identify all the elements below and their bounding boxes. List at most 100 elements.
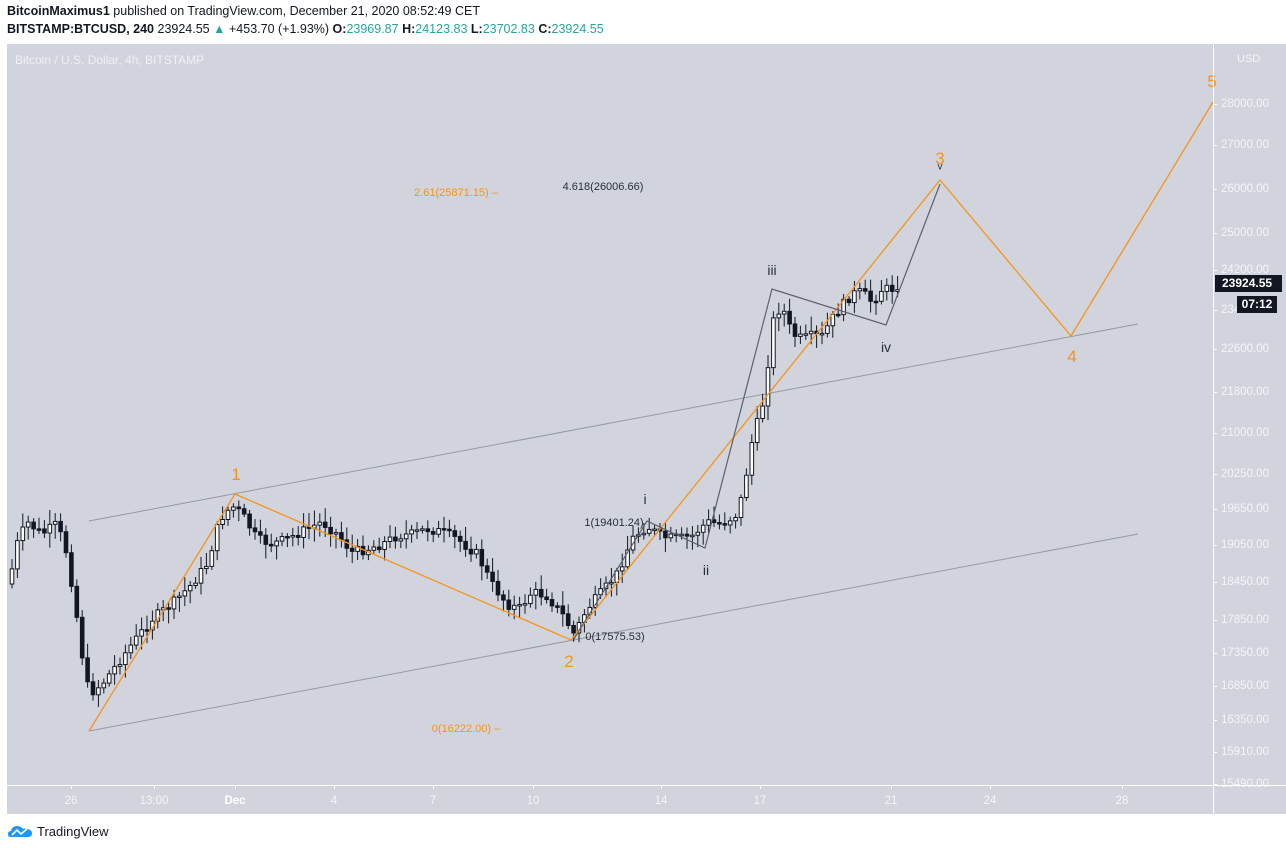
price-axis-label: 24200.00 bbox=[1221, 264, 1269, 276]
close-label: C: bbox=[538, 22, 552, 36]
subwave-iii-label[interactable]: iii bbox=[767, 262, 777, 278]
open-value: 23969.87 bbox=[346, 22, 399, 36]
wave-4-label[interactable]: 4 bbox=[1067, 347, 1077, 366]
time-axis-label: 13:00 bbox=[139, 795, 169, 807]
price-axis-label: 27000.00 bbox=[1221, 139, 1269, 151]
price-axis-tick bbox=[1213, 509, 1217, 510]
time-axis-tick bbox=[433, 785, 434, 789]
time-axis-tick bbox=[235, 785, 236, 789]
price-axis-tick bbox=[1213, 392, 1217, 393]
last-price-tag: 23924.55 bbox=[1215, 275, 1282, 292]
wave-5-label[interactable]: 5 bbox=[1207, 72, 1217, 91]
time-axis-label: 7 bbox=[429, 795, 437, 807]
price-axis-label: 17850.00 bbox=[1221, 614, 1269, 626]
price-axis-tick bbox=[1213, 233, 1217, 234]
price-axis-label: 16850.00 bbox=[1221, 680, 1269, 692]
time-axis-tick bbox=[533, 785, 534, 789]
price-axis-tick bbox=[1213, 145, 1217, 146]
symbol-name: BITSTAMP:BTCUSD, 240 bbox=[7, 22, 155, 36]
price-axis-tick bbox=[1213, 653, 1217, 654]
fib-level-4-618[interactable]: 4.618(26006.66) bbox=[562, 181, 644, 193]
open-label: O: bbox=[332, 22, 347, 36]
published-text: published on TradingView.com, December 2… bbox=[113, 4, 480, 18]
footer-brand[interactable]: TradingView bbox=[7, 823, 109, 839]
primary-wave-path bbox=[88, 101, 1213, 732]
subwave-iv-label[interactable]: iv bbox=[880, 339, 892, 355]
close-value: 23924.55 bbox=[551, 22, 604, 36]
price-axis-tick bbox=[1213, 349, 1217, 350]
low-label: L: bbox=[470, 22, 483, 36]
subwave-i-label[interactable]: i bbox=[643, 491, 647, 507]
currency-label[interactable]: USD bbox=[1235, 53, 1263, 65]
author-name[interactable]: BitcoinMaximus1 bbox=[7, 4, 110, 18]
price-axis-tick bbox=[1213, 620, 1217, 621]
wave-3-label[interactable]: 3 bbox=[935, 149, 945, 168]
candlesticks bbox=[9, 275, 900, 707]
chart-title: Bitcoin / U.S. Dollar, 4h, BITSTAMP bbox=[15, 53, 205, 67]
time-axis-tick bbox=[154, 785, 155, 789]
time-axis-label: 17 bbox=[753, 795, 767, 807]
symbol-info: BITSTAMP:BTCUSD, 240 23924.55 ▲ +453.70 … bbox=[7, 22, 604, 36]
high-label: H: bbox=[402, 22, 416, 36]
publish-info: BitcoinMaximus1 published on TradingView… bbox=[7, 4, 480, 18]
fib-level-0-low[interactable]: 0(16222.00) – bbox=[431, 723, 501, 735]
wave-2-label[interactable]: 2 bbox=[564, 652, 574, 671]
fib-level-1[interactable]: 1(19401.24) bbox=[584, 517, 644, 529]
tradingview-logo-icon bbox=[8, 826, 32, 837]
price-change: +453.70 (+1.93%) bbox=[228, 22, 330, 36]
price-axis-tick bbox=[1213, 582, 1217, 583]
time-axis-tick bbox=[990, 785, 991, 789]
high-value: 24123.83 bbox=[415, 22, 468, 36]
subwave-path bbox=[573, 183, 941, 640]
time-axis-label: 21 bbox=[884, 795, 898, 807]
time-axis-tick bbox=[334, 785, 335, 789]
price-axis-tick bbox=[1213, 545, 1217, 546]
price-axis-tick bbox=[1213, 189, 1217, 190]
price-axis-label: 22600.00 bbox=[1221, 343, 1269, 355]
fib-level-2-61[interactable]: 2.61(25871.15) – bbox=[414, 187, 498, 199]
price-axis-label: 16350.00 bbox=[1221, 714, 1269, 726]
time-axis-label: Dec bbox=[224, 795, 246, 807]
price-axis-label: 19650.00 bbox=[1221, 503, 1269, 515]
chart-pane[interactable]: Bitcoin / U.S. Dollar, 4h, BITSTAMP 1 2 … bbox=[7, 44, 1286, 814]
price-axis-tick bbox=[1213, 784, 1217, 785]
time-axis-label: 24 bbox=[983, 795, 997, 807]
price-axis-label: 21000.00 bbox=[1221, 427, 1269, 439]
price-axis-border bbox=[1213, 44, 1214, 814]
price-axis-label: 21800.00 bbox=[1221, 386, 1269, 398]
brand-name: TradingView bbox=[37, 823, 109, 839]
time-axis-tick bbox=[661, 785, 662, 789]
time-axis-border bbox=[7, 785, 1286, 786]
trend-channel bbox=[88, 323, 1139, 732]
up-arrow-icon: ▲ bbox=[213, 22, 226, 36]
fib-level-0[interactable]: 0(17575.53) bbox=[585, 631, 645, 643]
price-axis-tick bbox=[1213, 752, 1217, 753]
price-axis-label: 15490.00 bbox=[1221, 778, 1269, 790]
price-axis-tick bbox=[1213, 270, 1217, 271]
price-axis-label: 25000.00 bbox=[1221, 227, 1269, 239]
subwave-ii-label[interactable]: ii bbox=[702, 562, 710, 578]
price-axis-label: 17350.00 bbox=[1221, 647, 1269, 659]
time-axis-label: 10 bbox=[526, 795, 540, 807]
arrow-down-icon: v bbox=[937, 161, 943, 173]
price-axis-label: 28000.00 bbox=[1221, 98, 1269, 110]
price-plot[interactable] bbox=[7, 44, 1213, 785]
wave-1-label[interactable]: 1 bbox=[231, 465, 241, 484]
time-axis-label: 4 bbox=[330, 795, 338, 807]
price-axis-label: 19050.00 bbox=[1221, 539, 1269, 551]
low-value: 23702.83 bbox=[482, 22, 535, 36]
price-axis-tick bbox=[1213, 310, 1217, 311]
time-axis-label: 14 bbox=[654, 795, 668, 807]
price-axis-tick bbox=[1213, 433, 1217, 434]
price-axis-label: 15910.00 bbox=[1221, 746, 1269, 758]
time-axis-label: 28 bbox=[1115, 795, 1129, 807]
price-axis-tick bbox=[1213, 474, 1217, 475]
price-axis-tick bbox=[1213, 104, 1217, 105]
price-axis-tick bbox=[1213, 686, 1217, 687]
price-axis-label: 18450.00 bbox=[1221, 576, 1269, 588]
price-axis-tick bbox=[1213, 720, 1217, 721]
price-axis-label: 20250.00 bbox=[1221, 468, 1269, 480]
bar-countdown: 07:12 bbox=[1237, 296, 1277, 313]
time-axis-tick bbox=[760, 785, 761, 789]
time-axis-label: 26 bbox=[64, 795, 78, 807]
